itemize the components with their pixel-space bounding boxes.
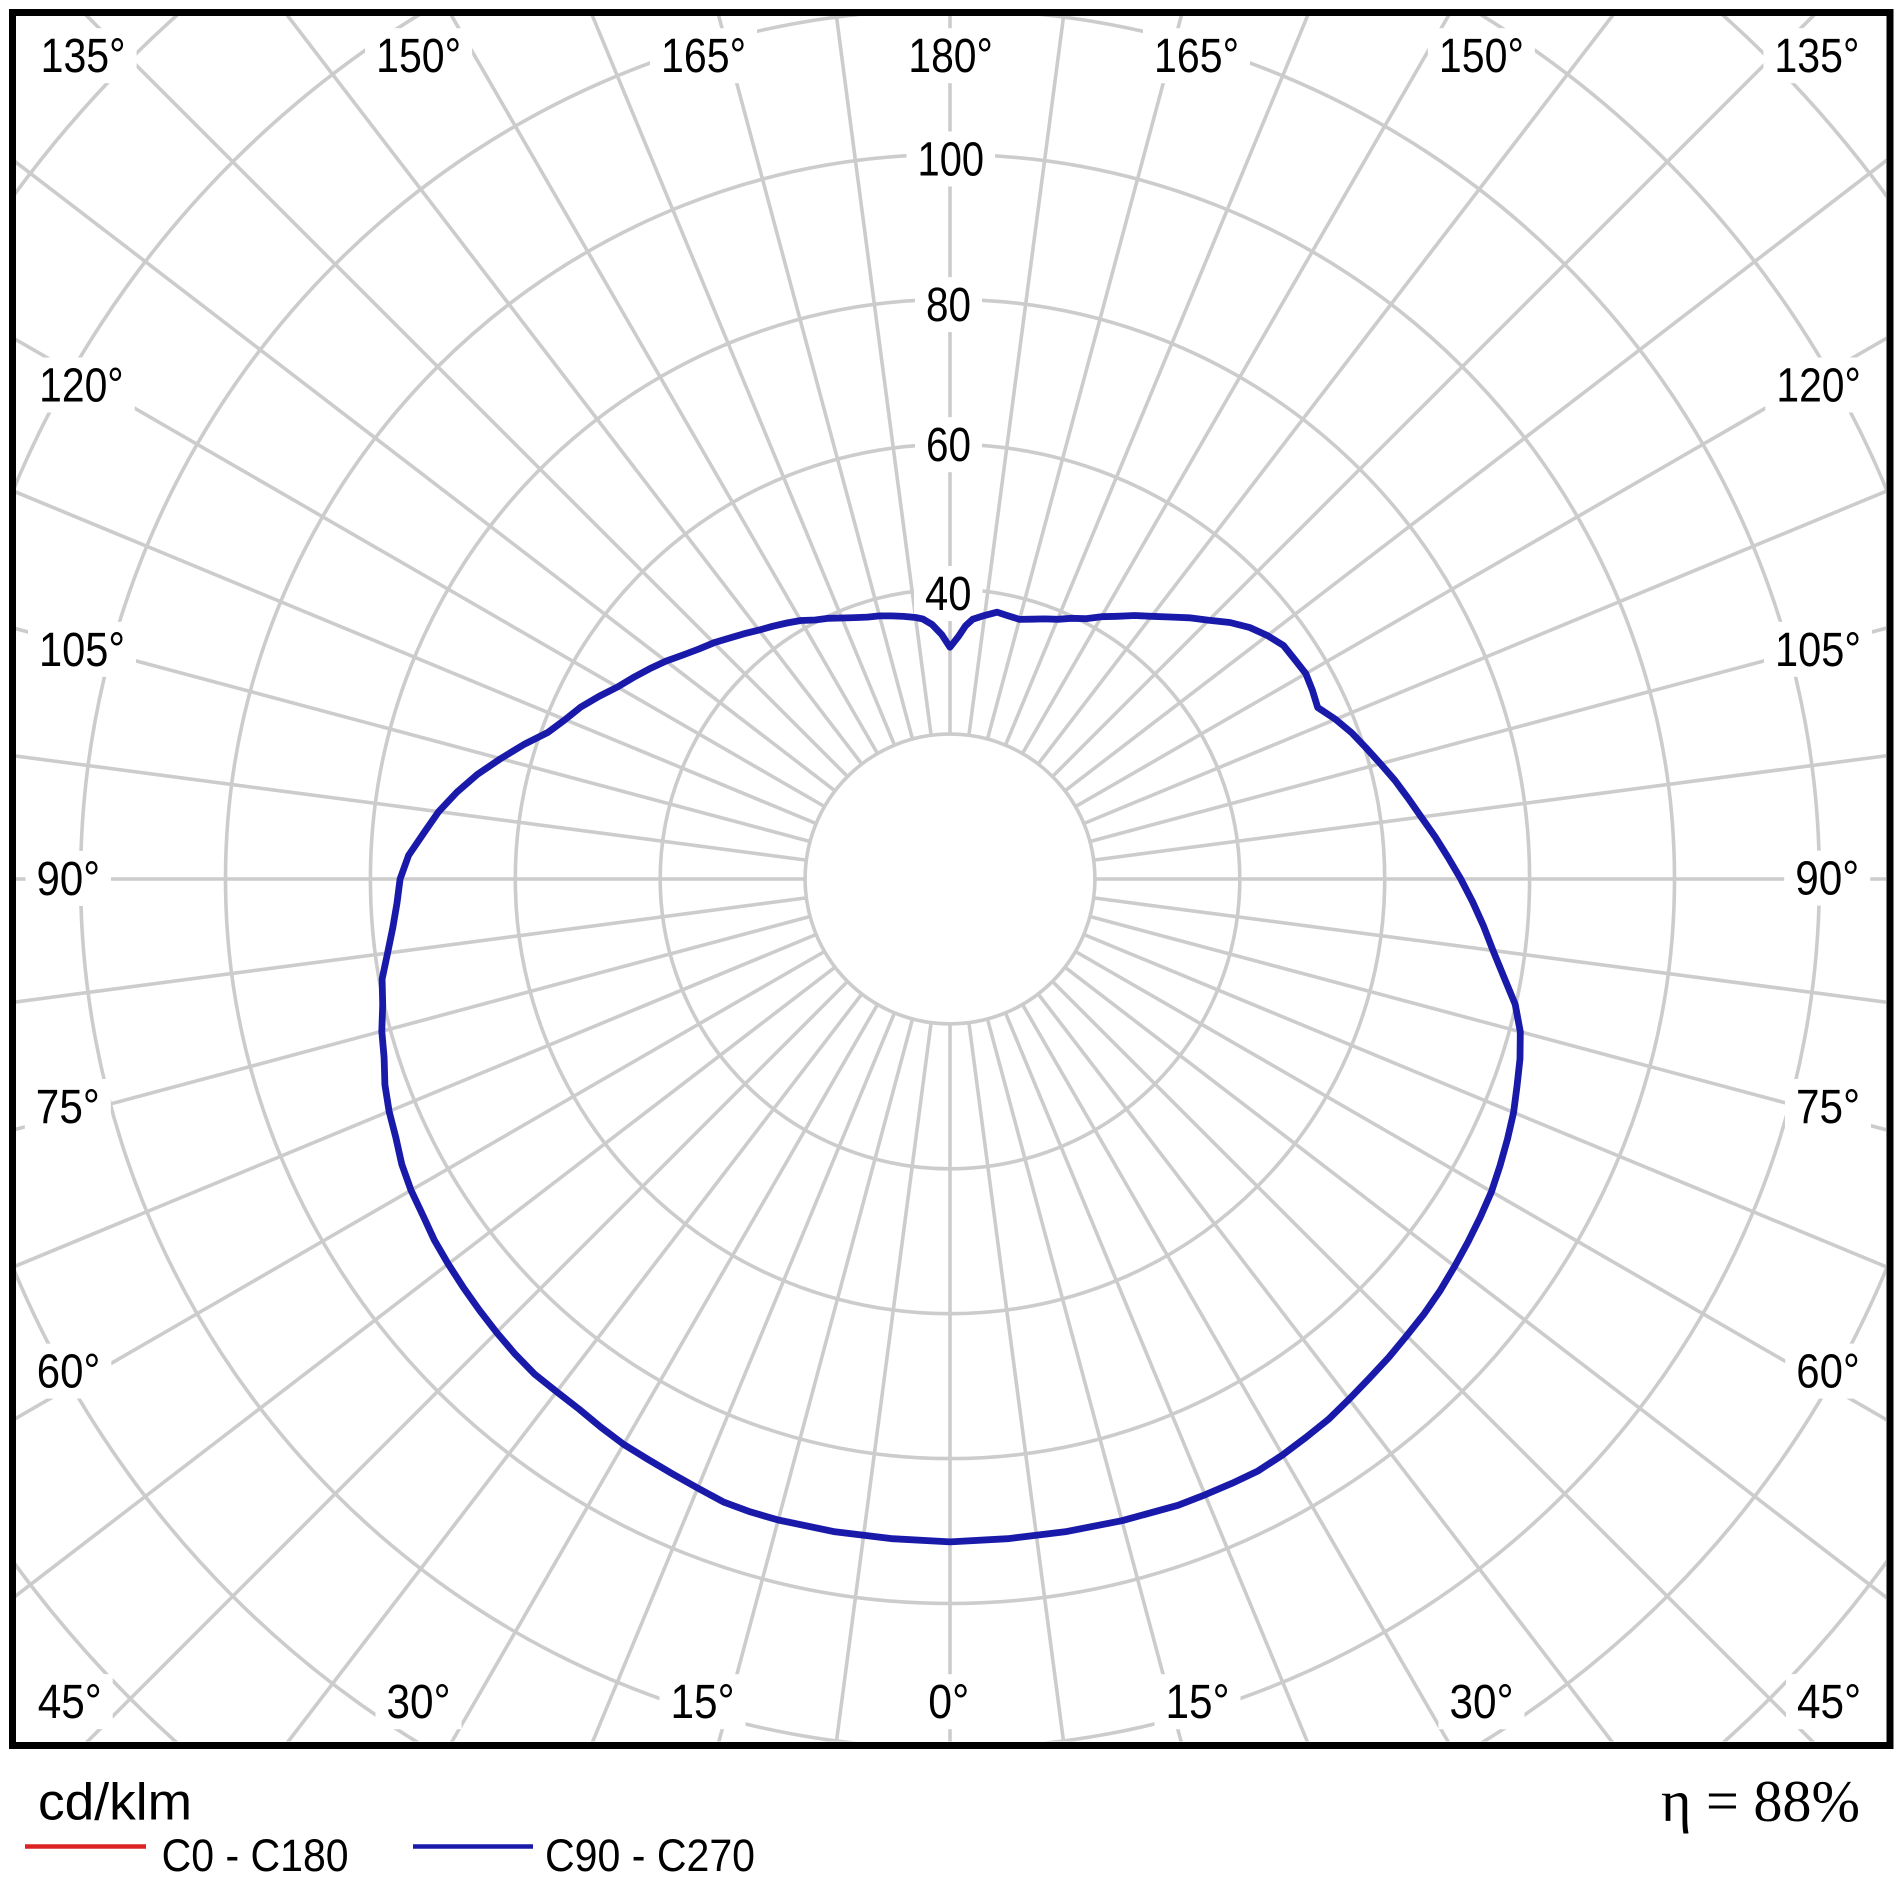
svg-text:75°: 75°: [1796, 1081, 1860, 1134]
svg-text:45°: 45°: [1797, 1676, 1861, 1729]
svg-text:η = 88%: η = 88%: [1661, 1768, 1860, 1834]
svg-text:30°: 30°: [387, 1676, 451, 1729]
svg-text:15°: 15°: [671, 1676, 735, 1729]
svg-text:60°: 60°: [37, 1346, 101, 1399]
svg-text:135°: 135°: [1774, 30, 1859, 83]
svg-text:105°: 105°: [1775, 624, 1861, 677]
svg-text:150°: 150°: [1439, 30, 1524, 83]
svg-text:80: 80: [926, 279, 971, 332]
svg-text:60: 60: [926, 419, 971, 472]
svg-text:30°: 30°: [1450, 1676, 1514, 1729]
svg-text:60°: 60°: [1796, 1346, 1860, 1399]
svg-text:90°: 90°: [1795, 853, 1859, 906]
svg-text:165°: 165°: [1154, 30, 1239, 83]
svg-text:40: 40: [925, 568, 972, 621]
svg-text:120°: 120°: [39, 360, 124, 413]
svg-text:100: 100: [918, 134, 985, 187]
svg-text:105°: 105°: [39, 624, 125, 677]
svg-text:180°: 180°: [908, 30, 993, 83]
svg-text:45°: 45°: [38, 1676, 102, 1729]
svg-text:75°: 75°: [36, 1081, 100, 1134]
svg-text:150°: 150°: [376, 30, 461, 83]
svg-text:135°: 135°: [41, 30, 126, 83]
svg-text:90°: 90°: [37, 853, 101, 906]
svg-text:165°: 165°: [661, 30, 746, 83]
svg-text:C0 - C180: C0 - C180: [162, 1830, 349, 1881]
svg-text:cd/klm: cd/klm: [38, 1774, 192, 1832]
svg-text:15°: 15°: [1166, 1676, 1230, 1729]
svg-text:120°: 120°: [1776, 360, 1861, 413]
svg-text:C90 - C270: C90 - C270: [545, 1830, 755, 1881]
svg-text:0°: 0°: [928, 1676, 969, 1729]
